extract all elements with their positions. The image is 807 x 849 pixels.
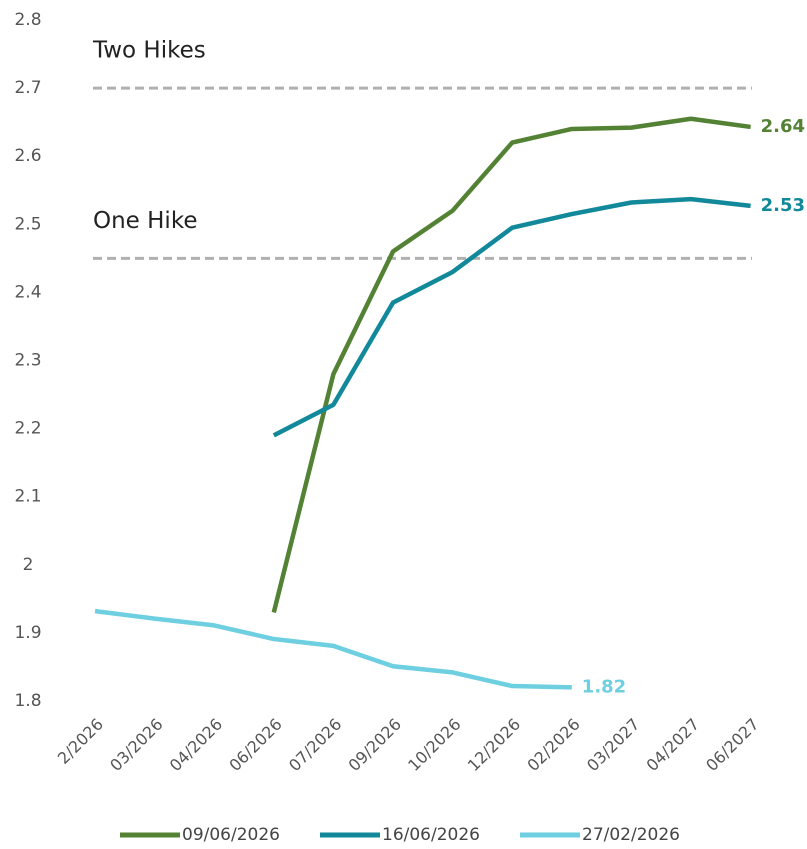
x-tick-label: 07/2026 — [285, 715, 345, 775]
y-tick-label: 1.9 — [14, 623, 41, 643]
legend-label: 27/02/2026 — [582, 825, 680, 845]
y-tick-label: 2 — [23, 555, 34, 575]
line-series — [94, 608, 572, 690]
data-label: 2.53 — [761, 195, 805, 216]
y-tick-label: 2.8 — [14, 10, 41, 30]
data-label: 2.64 — [761, 116, 805, 137]
x-tick-label: 06/2026 — [225, 715, 285, 775]
x-tick-label: 02/2026 — [523, 715, 583, 775]
line-series — [271, 116, 751, 614]
y-tick-label: 2.5 — [14, 214, 41, 234]
data-label: 1.82 — [582, 676, 626, 697]
line-series — [272, 196, 751, 438]
x-tick-label: 2/2026 — [54, 715, 107, 768]
y-tick-label: 2.7 — [14, 78, 41, 98]
y-tick-label: 2.6 — [14, 146, 41, 166]
x-tick-label: 04/2027 — [643, 715, 703, 775]
y-tick-label: 2.3 — [14, 351, 41, 371]
x-tick-label: 04/2026 — [166, 715, 226, 775]
annotation: One Hike — [93, 208, 197, 234]
x-tick-label: 09/2026 — [345, 715, 405, 775]
x-tick-label: 03/2027 — [583, 715, 643, 775]
y-tick-label: 2.1 — [14, 487, 41, 507]
y-tick-label: 1.8 — [14, 691, 41, 711]
legend-label: 16/06/2026 — [382, 825, 480, 845]
x-tick-label: 12/2026 — [464, 715, 524, 775]
x-tick-label: 03/2026 — [106, 715, 166, 775]
legend-label: 09/06/2026 — [182, 825, 280, 845]
annotation: Two Hikes — [92, 38, 206, 64]
y-tick-label: 2.2 — [14, 419, 41, 439]
x-tick-label: 10/2026 — [404, 715, 464, 775]
x-tick-label: 06/2027 — [702, 715, 762, 775]
y-tick-label: 2.4 — [14, 282, 41, 302]
